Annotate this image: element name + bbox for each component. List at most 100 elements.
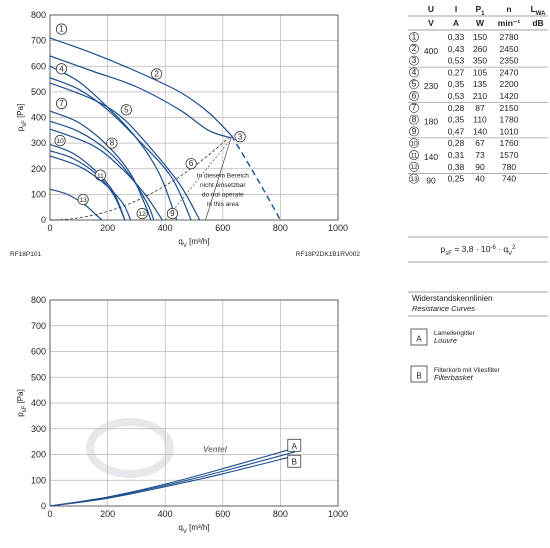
row-current: 0,33: [448, 32, 465, 42]
row-speed: 2470: [500, 67, 519, 77]
resistance-curve-B: [49, 455, 295, 507]
table-header-I-part: I: [455, 4, 457, 14]
x-axis-label-part: [m³/h]: [187, 523, 210, 532]
y-axis-label: psF [Pa]: [16, 389, 28, 417]
system-curve-formula-part: 2: [512, 245, 516, 251]
table-unit: W: [476, 18, 485, 28]
fan-curve-4: [49, 65, 178, 221]
table-header-U: U: [428, 4, 434, 14]
curve-marker-1: [55, 23, 68, 35]
row-power: 210: [473, 91, 487, 101]
y-tick-label: 0: [41, 501, 46, 511]
limit-line: [205, 136, 232, 221]
row-number: 3: [412, 55, 417, 65]
row-speed: 1780: [500, 115, 519, 125]
curve-number-10: 10: [56, 138, 64, 145]
row-power: 67: [475, 138, 485, 148]
y-tick-label: 400: [31, 113, 46, 123]
fan-curve-dashed-1: [230, 135, 282, 221]
y-tick-label: 600: [31, 347, 46, 357]
no-operate-note: In diesem Bereich: [197, 173, 249, 180]
y-axis-label-part: [Pa]: [16, 389, 25, 405]
x-axis-label-part: q: [178, 237, 182, 246]
curve-key-box-B: [287, 454, 302, 468]
y-axis-label-part: sF: [22, 120, 28, 127]
watermark-text: Ventel: [203, 445, 227, 454]
x-tick-label: 1000: [328, 223, 348, 233]
x-tick-label: 600: [215, 223, 230, 233]
curve-number-8: 8: [110, 139, 115, 148]
y-tick-label: 600: [31, 61, 46, 71]
row-number-marker: [409, 91, 419, 101]
row-power: 150: [473, 32, 487, 42]
curve-number-5: 5: [124, 105, 129, 114]
y-axis-label-part: sF: [22, 405, 28, 412]
table-unit: A: [453, 18, 459, 28]
x-axis-label-part: q: [178, 523, 182, 532]
chart-id-left: RF18P101: [10, 251, 41, 258]
table-header-n-part: n: [506, 4, 511, 14]
resistance-curve-A: [49, 447, 295, 507]
no-operate-note: do not operate: [202, 192, 244, 199]
table-header-P-part: 1: [481, 11, 485, 17]
table-header-L: LWA: [531, 4, 547, 17]
x-axis-label: qV [m³/h]: [178, 523, 209, 535]
row-speed: 2150: [500, 103, 519, 113]
row-speed: 1760: [500, 138, 519, 148]
legend-key-A: A: [416, 335, 422, 344]
fan-curve-2: [49, 55, 232, 139]
system-curve-formula-part: · q: [496, 244, 509, 254]
row-speed: 740: [502, 174, 516, 184]
y-axis-label: psF [Pa]: [16, 104, 28, 132]
row-current: 0,25: [448, 174, 465, 184]
curve-number-3: 3: [238, 132, 243, 141]
y-tick-label: 200: [31, 164, 46, 174]
row-number: 1: [412, 31, 417, 41]
row-number-marker: [409, 114, 419, 125]
curve-marker-3: [234, 131, 246, 143]
y-tick-label: 400: [31, 398, 46, 408]
curve-marker-4: [55, 63, 68, 75]
row-number: 10: [410, 141, 418, 148]
row-number-marker: [409, 43, 419, 54]
system-curve-formula: psF = 3,8 · 10-6 · qV2: [441, 244, 517, 257]
curve-key-B: B: [292, 458, 297, 467]
row-current: 0,53: [448, 91, 465, 101]
y-axis-label-part: [Pa]: [16, 104, 25, 120]
curve-marker-8: [106, 137, 118, 149]
row-power: 90: [475, 162, 485, 172]
row-power: 73: [475, 150, 485, 160]
fan-curve-5: [49, 77, 192, 221]
table-header-I: I: [455, 4, 457, 14]
row-current: 0,28: [448, 138, 465, 148]
row-power: 140: [473, 126, 487, 136]
fan-curve-9: [49, 128, 163, 221]
fan-curve-10: [49, 143, 126, 221]
row-current: 0,27: [448, 67, 465, 77]
row-number: 2: [412, 43, 417, 53]
no-operate-note: nicht einsetzbar: [200, 182, 246, 189]
row-number-marker: [409, 102, 419, 113]
curve-key-A: A: [292, 442, 298, 451]
curve-marker-6: [185, 158, 197, 170]
curve-number-6: 6: [189, 159, 194, 168]
y-tick-label: 100: [31, 189, 46, 199]
x-tick-label: 400: [158, 223, 173, 233]
row-voltage: 230: [424, 81, 438, 91]
legend-title: Widerstandskennlinien: [412, 294, 493, 303]
table-header-P: P1: [475, 4, 485, 17]
row-voltage: 400: [424, 46, 438, 56]
row-number-marker: [409, 32, 419, 42]
row-number-marker: [409, 126, 419, 137]
row-current: 0,35: [448, 79, 465, 89]
row-power: 260: [473, 44, 487, 54]
y-tick-label: 300: [31, 424, 46, 434]
y-tick-label: 500: [31, 87, 46, 97]
row-number: 13: [410, 176, 418, 183]
table-unit: dB: [532, 18, 543, 28]
y-tick-label: 100: [31, 475, 46, 485]
curve-key-box-A: [287, 438, 302, 452]
y-tick-label: 700: [31, 321, 46, 331]
row-power: 110: [473, 115, 487, 125]
